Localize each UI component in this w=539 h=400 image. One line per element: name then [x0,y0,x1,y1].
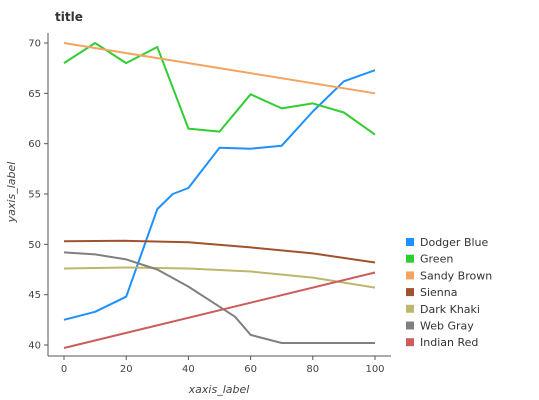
y-tick-label: 70 [28,39,41,50]
legend-label-green: Green [420,253,453,266]
legend-swatch-indian-red [406,338,414,347]
y-tick-label: 55 [28,190,41,201]
legend-label-dodger-blue: Dodger Blue [420,236,489,249]
legend: Dodger Blue Green Sandy Brown Sienna Dark Kh… [406,236,492,349]
series-line-sandy-brown [63,42,376,95]
legend-label-web-gray: Web Gray [420,320,474,333]
y-tick-label: 60 [28,139,41,150]
y-tick-label: 50 [28,240,41,251]
x-tick-label: 20 [120,364,133,375]
y-tick-label: 45 [28,290,41,301]
x-axis: 0 20 40 60 80 100 [48,355,391,375]
y-axis-title: yaxis_label [5,162,18,224]
x-tick-label: 80 [306,364,319,375]
legend-swatch-web-gray [406,321,414,330]
legend-swatch-sienna [406,288,414,297]
legend-swatch-dark-khaki [406,304,414,313]
series-line-web-gray [63,251,375,344]
y-tick-label: 40 [28,341,41,352]
x-tick-label: 40 [182,364,195,375]
series-line-indian-red [63,271,376,349]
series-line-dark-khaki [63,266,376,289]
legend-label-indian-red: Indian Red [420,336,478,349]
x-axis-title: xaxis_label [188,383,250,396]
legend-swatch-green [406,254,414,263]
series-line-dodger-blue [63,69,376,321]
legend-swatch-dodger-blue [406,238,414,246]
legend-label-sandy-brown: Sandy Brown [420,269,492,282]
x-tick-label: 100 [365,364,384,375]
legend-label-dark-khaki: Dark Khaki [420,303,480,316]
legend-swatch-sandy-brown [406,271,414,280]
legend-label-sienna: Sienna [420,286,458,299]
y-axis: 40 45 50 55 60 65 70 [28,33,49,356]
series-line-green [63,42,376,136]
chart-title: title [55,10,83,24]
x-tick-label: 60 [244,364,257,375]
series-line-sienna [63,239,376,264]
x-tick-label: 0 [61,364,67,375]
y-tick-label: 65 [28,89,41,100]
series-layer [63,42,376,349]
